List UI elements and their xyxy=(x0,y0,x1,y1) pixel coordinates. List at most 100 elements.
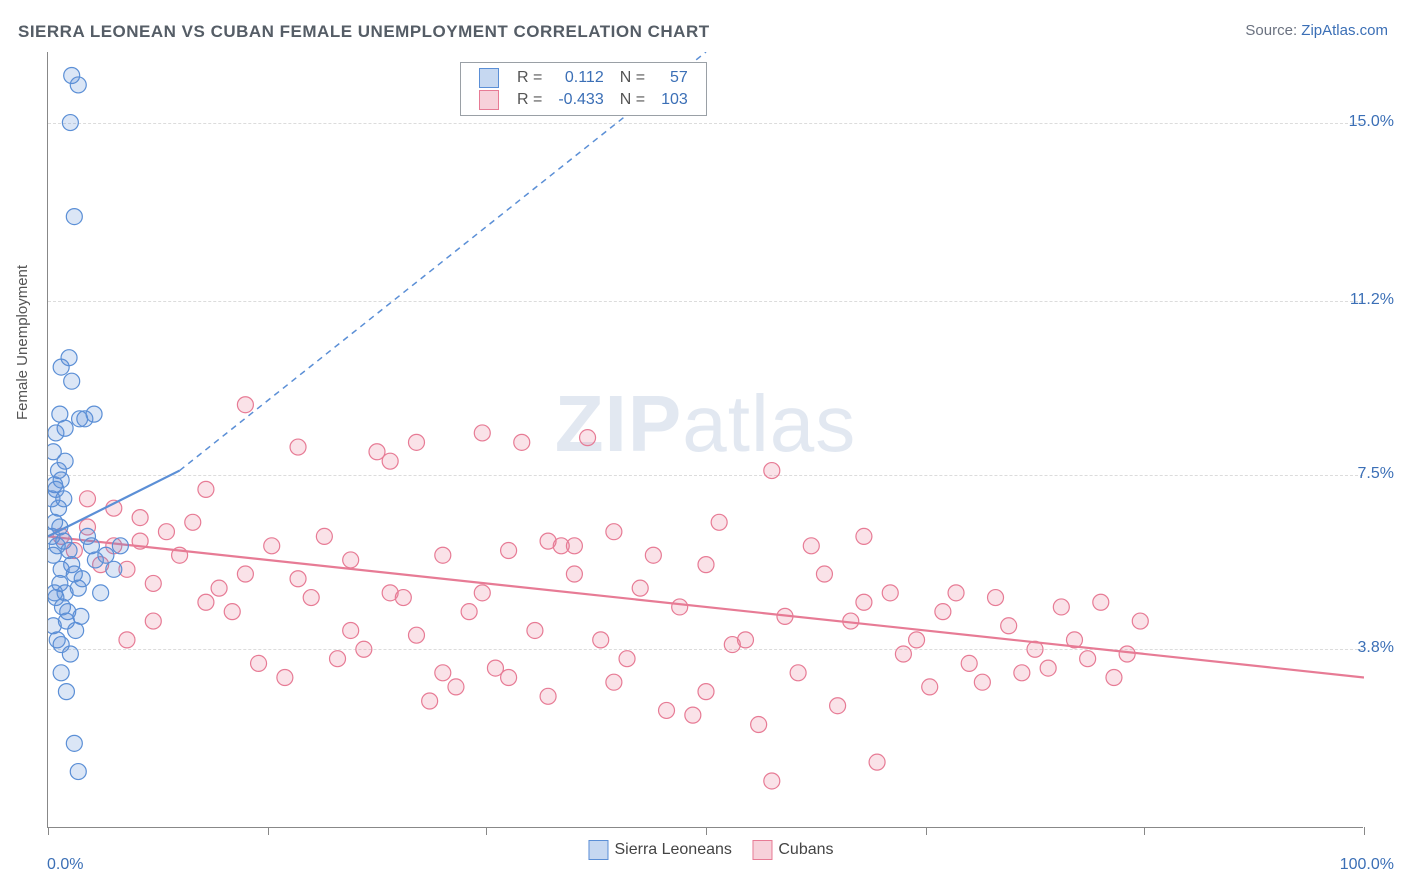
data-point xyxy=(474,425,490,441)
data-point xyxy=(1080,651,1096,667)
data-point xyxy=(62,646,78,662)
data-point xyxy=(83,538,99,554)
data-point xyxy=(1014,665,1030,681)
data-point xyxy=(290,439,306,455)
y-tick-label: 7.5% xyxy=(1358,465,1394,483)
data-point xyxy=(1001,618,1017,634)
source-prefix: Source: xyxy=(1245,22,1301,39)
chart-container: SIERRA LEONEAN VS CUBAN FEMALE UNEMPLOYM… xyxy=(0,0,1406,892)
data-point xyxy=(1093,594,1109,610)
data-point xyxy=(408,434,424,450)
data-point xyxy=(1053,599,1069,615)
data-point xyxy=(830,698,846,714)
data-point xyxy=(435,665,451,681)
n-label: N = xyxy=(612,89,653,111)
data-point xyxy=(382,453,398,469)
data-point xyxy=(251,655,267,671)
bottom-legend: Sierra Leoneans Cubans xyxy=(572,840,833,860)
data-point xyxy=(935,604,951,620)
data-point xyxy=(74,571,90,587)
data-point xyxy=(330,651,346,667)
x-axis-label-max: 100.0% xyxy=(1340,856,1394,874)
x-tick xyxy=(706,827,707,835)
source-attribution: Source: ZipAtlas.com xyxy=(1245,22,1388,39)
data-point xyxy=(198,481,214,497)
data-point xyxy=(948,585,964,601)
stats-row-sierra: R = 0.112 N = 57 xyxy=(471,67,696,89)
data-point xyxy=(57,453,73,469)
data-point xyxy=(145,613,161,629)
legend-label-cuban: Cubans xyxy=(778,841,833,858)
data-point xyxy=(64,373,80,389)
data-point xyxy=(501,670,517,686)
n-value-cuban: 103 xyxy=(653,89,696,111)
legend-swatch-cuban xyxy=(752,840,772,860)
data-point xyxy=(224,604,240,620)
data-point xyxy=(737,632,753,648)
r-value-sierra: 0.112 xyxy=(550,67,611,89)
data-point xyxy=(66,209,82,225)
data-point xyxy=(145,575,161,591)
swatch-cuban xyxy=(479,90,499,110)
plot-area: ZIPatlas xyxy=(47,52,1363,828)
data-point xyxy=(974,674,990,690)
x-axis-label-min: 0.0% xyxy=(47,856,83,874)
x-tick xyxy=(926,827,927,835)
legend-swatch-sierra xyxy=(588,840,608,860)
data-point xyxy=(632,580,648,596)
source-link[interactable]: ZipAtlas.com xyxy=(1301,22,1388,39)
data-point xyxy=(237,566,253,582)
x-tick xyxy=(1144,827,1145,835)
data-point xyxy=(52,406,68,422)
data-point xyxy=(211,580,227,596)
data-point xyxy=(435,547,451,563)
data-point xyxy=(48,425,64,441)
data-point xyxy=(316,528,332,544)
data-point xyxy=(1106,670,1122,686)
data-point xyxy=(619,651,635,667)
data-point xyxy=(1040,660,1056,676)
data-point xyxy=(132,510,148,526)
data-point xyxy=(685,707,701,723)
r-label: R = xyxy=(509,89,550,111)
data-point xyxy=(790,665,806,681)
data-point xyxy=(922,679,938,695)
swatch-cell xyxy=(471,67,509,89)
data-point xyxy=(86,406,102,422)
data-point xyxy=(448,679,464,695)
data-point xyxy=(856,594,872,610)
data-point xyxy=(566,566,582,582)
stats-table: R = 0.112 N = 57 R = -0.433 N = 103 xyxy=(471,67,696,111)
y-tick-label: 11.2% xyxy=(1350,291,1394,309)
chart-title: SIERRA LEONEAN VS CUBAN FEMALE UNEMPLOYM… xyxy=(18,22,710,42)
data-point xyxy=(1119,646,1135,662)
data-point xyxy=(73,608,89,624)
data-point xyxy=(606,524,622,540)
data-point xyxy=(119,632,135,648)
y-axis-label: Female Unemployment xyxy=(14,265,31,420)
scatter-svg xyxy=(48,52,1364,828)
data-point xyxy=(422,693,438,709)
data-point xyxy=(48,585,63,601)
data-point xyxy=(514,434,530,450)
data-point xyxy=(803,538,819,554)
data-point xyxy=(698,684,714,700)
r-label: R = xyxy=(509,67,550,89)
x-tick xyxy=(48,827,49,835)
data-point xyxy=(343,622,359,638)
data-point xyxy=(869,754,885,770)
data-point xyxy=(112,538,128,554)
data-point xyxy=(764,463,780,479)
n-label: N = xyxy=(612,67,653,89)
data-point xyxy=(580,430,596,446)
data-point xyxy=(1132,613,1148,629)
data-point xyxy=(764,773,780,789)
data-point xyxy=(303,590,319,606)
data-point xyxy=(79,491,95,507)
data-point xyxy=(540,688,556,704)
data-point xyxy=(48,481,64,497)
data-point xyxy=(751,717,767,733)
stats-legend: R = 0.112 N = 57 R = -0.433 N = 103 xyxy=(460,62,707,116)
data-point xyxy=(566,538,582,554)
data-point xyxy=(64,68,80,84)
